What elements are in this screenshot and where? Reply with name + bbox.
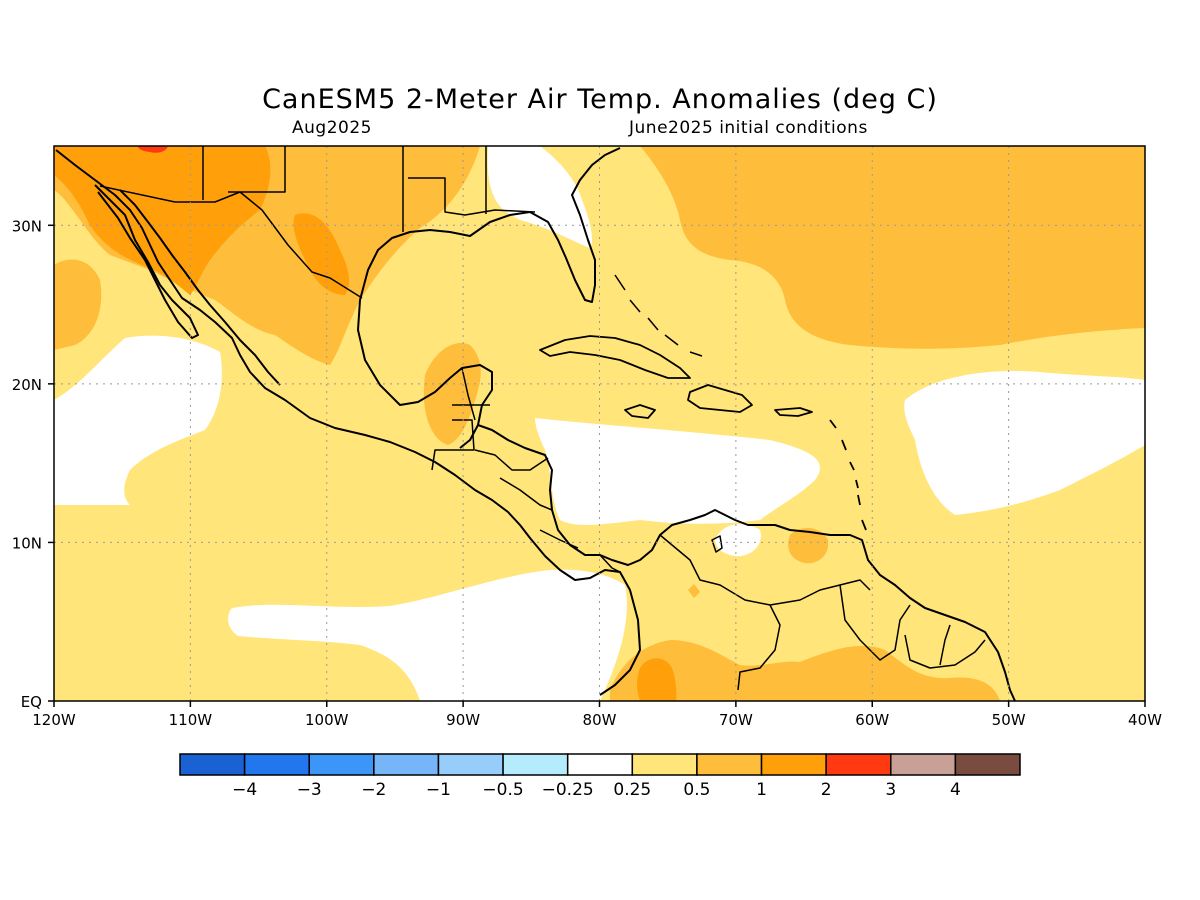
- colorbar-swatch: [890, 753, 957, 776]
- shading-colombia-1: [637, 658, 677, 701]
- init-conditions-label: June2025 initial conditions: [629, 118, 868, 138]
- colorbar-label: −3: [297, 780, 322, 800]
- bahamas-islands: [614, 274, 703, 357]
- colorbar-swatch: [308, 753, 375, 776]
- colorbar-label: −4: [232, 780, 257, 800]
- lesser-antilles: [829, 419, 867, 531]
- colorbar-label: −0.5: [482, 780, 523, 800]
- lat-tick-label: 20N: [12, 376, 42, 394]
- lon-tick-label: 90W: [446, 711, 480, 729]
- lon-tick-label: 120W: [32, 711, 76, 729]
- colorbar-label: 0.5: [683, 780, 710, 800]
- shading-venezuela-0p5: [788, 528, 829, 564]
- colorbar-swatch: [437, 753, 504, 776]
- colorbar-label: 0.25: [613, 780, 651, 800]
- shading-sw-us-1: [54, 146, 271, 295]
- lon-tick-label: 110W: [169, 711, 213, 729]
- colorbar-label: −1: [426, 780, 451, 800]
- lon-tick-label: 60W: [855, 711, 889, 729]
- colorbar-swatch: [696, 753, 763, 776]
- colorbar-swatch: [243, 753, 310, 776]
- shading-baja-west-0p5: [54, 259, 102, 350]
- lon-tick-label: 70W: [719, 711, 753, 729]
- hispaniola-outline: [687, 384, 753, 413]
- lat-tick-label: 10N: [12, 534, 42, 552]
- cuba-outline: [539, 335, 691, 379]
- colorbar-swatch: [631, 753, 698, 776]
- shading-tropical-pacific-white: [228, 569, 627, 701]
- shading-atlantic-0p5: [640, 146, 1145, 349]
- us-state-lines: [202, 146, 536, 232]
- lon-tick-label: 50W: [992, 711, 1026, 729]
- colorbar-swatch: [825, 753, 892, 776]
- yucatan-border: [452, 367, 490, 421]
- coastlines: [55, 146, 1016, 701]
- colorbar: −4 −3 −2 −1 −0.5 −0.25 0.25 0.5 1 2 3 4: [179, 753, 1021, 800]
- lat-tick-label: EQ: [21, 693, 42, 711]
- shading-east-atlantic-white: [904, 370, 1145, 515]
- lon-tick-label: 80W: [583, 711, 617, 729]
- gulf-coastline: [224, 147, 621, 449]
- colorbar-label: 3: [885, 780, 896, 800]
- lake-maracaibo: [711, 535, 723, 553]
- pacific-coastline: [55, 149, 641, 696]
- latitude-axis: EQ 10N 20N 30N: [12, 217, 54, 711]
- colorbar-swatch: [566, 753, 634, 776]
- colorbar-swatch: [760, 753, 827, 776]
- shading-colombia-spot-0p5: [688, 584, 700, 598]
- colorbar-label: 1: [756, 780, 767, 800]
- shading-amazon-0p5: [610, 640, 1000, 701]
- south-america-borders: [659, 534, 986, 691]
- us-mexico-border: [99, 185, 363, 299]
- valid-month-label: Aug2025: [292, 118, 372, 138]
- colorbar-swatch: [502, 753, 569, 776]
- lon-tick-label: 40W: [1128, 711, 1162, 729]
- central-america-borders: [431, 419, 621, 573]
- shading-east-pacific-white: [54, 335, 222, 505]
- shading-mexico-central-1: [293, 213, 350, 295]
- puerto-rico-outline: [774, 407, 813, 417]
- longitude-axis: 120W 110W 100W 90W 80W 70W 60W 50W 40W: [32, 701, 1162, 729]
- anomaly-shading: [54, 146, 1145, 701]
- lat-tick-label: 30N: [12, 217, 42, 235]
- lon-tick-label: 100W: [305, 711, 349, 729]
- jamaica-outline: [624, 404, 656, 419]
- map-gridlines: [54, 146, 1145, 701]
- figure-title: CanESM5 2-Meter Air Temp. Anomalies (deg…: [262, 84, 938, 115]
- colorbar-swatch: [179, 753, 246, 776]
- colorbar-label: −2: [361, 780, 386, 800]
- colorbar-swatch: [373, 753, 440, 776]
- colorbar-label: 2: [821, 780, 832, 800]
- shading-venezuela-coast-white: [715, 524, 761, 557]
- colorbar-swatch: [954, 753, 1021, 776]
- sonora-coastline: [119, 189, 226, 323]
- colorbar-label: 4: [950, 780, 961, 800]
- shading-caribbean-white: [535, 418, 820, 525]
- shading-us-border-2: [138, 146, 168, 153]
- colorbar-label: −0.25: [542, 780, 594, 800]
- shading-gulf-coast-white: [487, 146, 593, 248]
- baja-coastline: [94, 184, 199, 339]
